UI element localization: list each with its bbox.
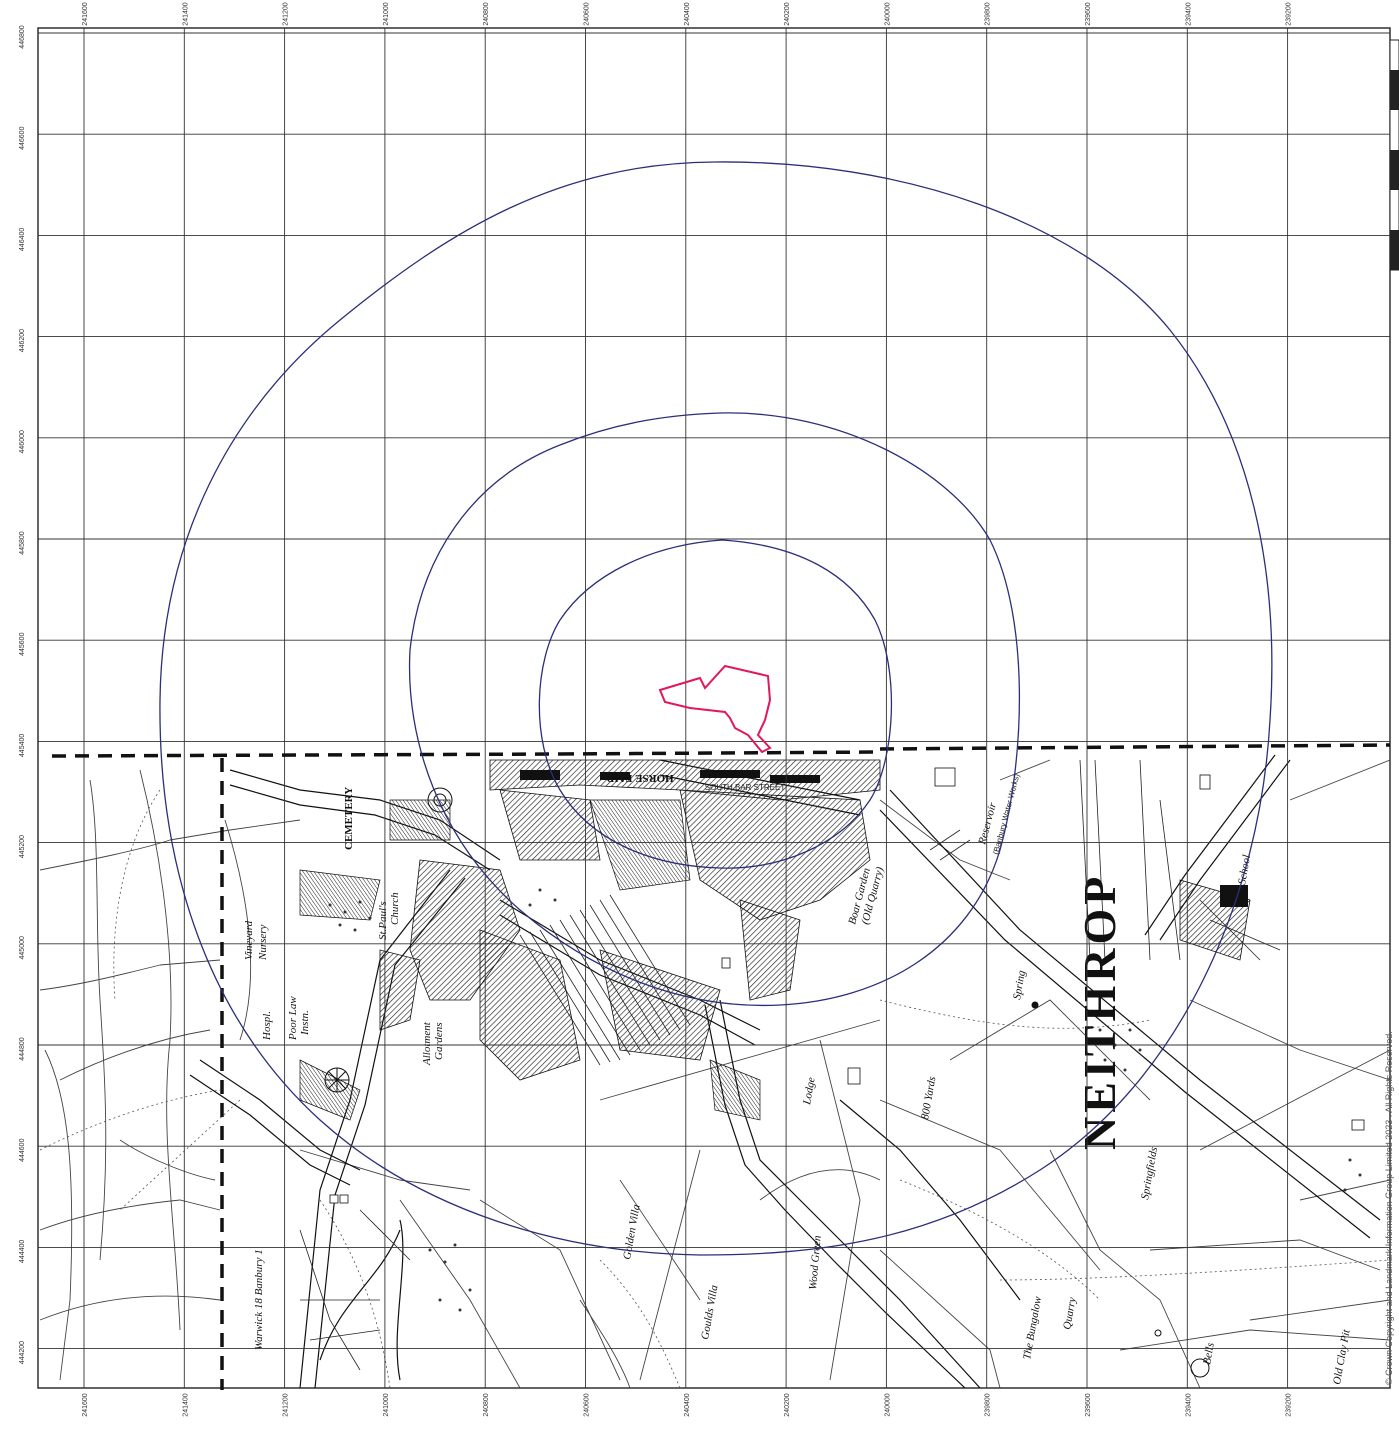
grid-tick-label: 444600 [19,1138,26,1161]
sheet-boundary [51,743,1391,1390]
label-quarry: Quarry [1061,1296,1078,1330]
grid-tick-label: 240200 [784,1393,791,1416]
grid-tick-label: 241200 [283,2,290,25]
buffer-ring-inner[interactable] [538,539,893,869]
grid-tick-label: 239200 [1286,1393,1293,1416]
grid-tick-label: 445400 [19,734,26,757]
grid-tick-label: 241400 [182,1393,189,1416]
grid-tick-label: 240800 [483,2,490,25]
top-grid-labels: 241600 241400 241200 241000 240800 240600 2404… [82,2,1293,25]
label-lodge: Lodge [801,1076,818,1106]
grid-tick-label: 240000 [884,1393,891,1416]
label-allotment: Allotment [421,1021,433,1066]
historic-base-map: HORSE FAIR SOUTH BAR STREET Vineyard Nur… [39,754,1390,1388]
grid-tick-label: 446800 [19,25,26,48]
scale-bar [1389,39,1399,271]
grid-tick-label: 239600 [1085,2,1092,25]
grid-tick-label: 240600 [584,2,591,25]
grid-tick-label: 239600 [1085,1393,1092,1416]
bottom-grid-labels: 241600 241400 241200 241000 240800 240600 2404… [82,1393,1293,1416]
grid-tick-label: 239200 [1286,2,1293,25]
site-boundary-polygon[interactable] [658,664,772,754]
label-instn: Instn. [299,1010,311,1036]
label-church: Church [389,892,401,925]
grid-tick-label: 239800 [985,2,992,25]
label-st-pauls: St.Paul's [377,901,389,940]
grid-tick-label: 240800 [483,1393,490,1416]
label-nursery: Nursery [257,924,269,961]
copyright-notice: © Crown Copyright and Landmark Informati… [1384,1031,1394,1385]
grid-tick-label: 445200 [19,835,26,858]
left-grid-labels: 446800 446600 446400 446200 446000 445800 4456… [19,25,26,1364]
grid-tick-label: 446200 [19,329,26,352]
grid-tick-label: 240000 [884,2,891,25]
grid-tick-label: 241600 [82,1393,89,1416]
grid-tick-label: 241000 [383,2,390,25]
label-cemetery: CEMETERY [343,787,355,850]
grid-tick-label: 239400 [1185,2,1192,25]
grid-tick-label: 241600 [82,2,89,25]
label-horse-fair: HORSE FAIR [605,772,673,784]
label-poor-law: Poor Law [287,996,299,1041]
grid-tick-label: 444400 [19,1240,26,1263]
grid-tick-label: 241400 [182,2,189,25]
grid-tick-label: 446000 [19,430,26,453]
grid-tick-label: 240400 [684,2,691,25]
grid-tick-label: 241200 [283,1393,290,1416]
grid-tick-label: 241000 [383,1393,390,1416]
grid-tick-label: 444800 [19,1037,26,1060]
grid-tick-label: 445000 [19,936,26,959]
label-south-bar-street: SOUTH BAR STREET [705,783,786,792]
label-gardens: Gardens [433,1023,445,1060]
coordinate-grid [38,28,1390,1388]
grid-tick-label: 445600 [19,632,26,655]
label-warwick-banbury: Warwick 18 Banbury 1 [253,1249,265,1350]
grid-tick-label: 446600 [19,126,26,149]
map-frame [37,27,1391,1389]
grid-tick-label: 240600 [584,1393,591,1416]
buffer-ring-outer[interactable] [159,161,1273,1256]
label-spring: Spring [1011,969,1028,1000]
grid-tick-label: 239800 [985,1393,992,1416]
grid-tick-label: 240200 [784,2,791,25]
grid-tick-label: 240400 [684,1393,691,1416]
label-vineyard: Vineyard [243,920,255,960]
buffer-ring-middle[interactable] [408,412,1021,1007]
label-neithrop: NEITHROP [1074,873,1125,1150]
label-bells: Bells [1201,1342,1217,1366]
grid-tick-label: 445800 [19,531,26,554]
grid-tick-label: 444200 [19,1341,26,1364]
grid-tick-label: 446400 [19,228,26,251]
buffer-rings[interactable] [159,161,1273,1256]
label-hospl: Hospl. [261,1011,273,1041]
grid-tick-label: 239400 [1185,1393,1192,1416]
